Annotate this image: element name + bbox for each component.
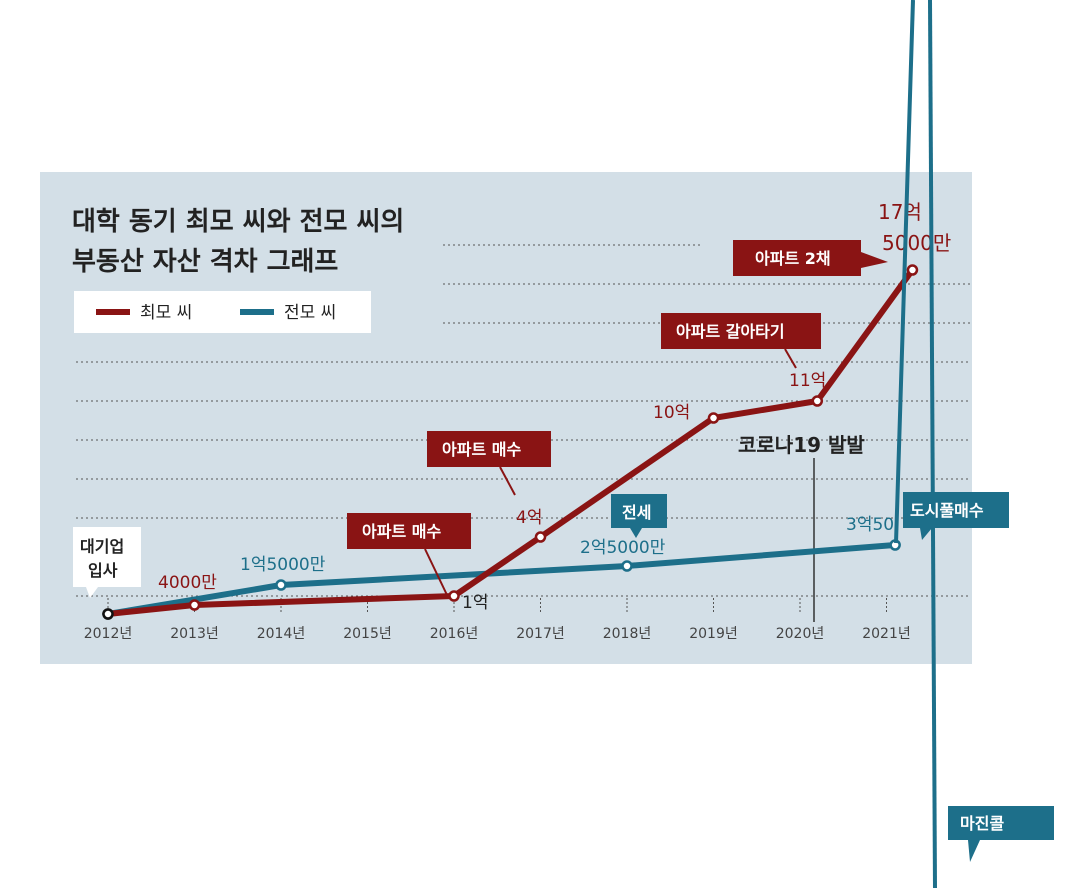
value-label-10eok: 10억 — [653, 403, 690, 423]
callout-buy1-tail — [424, 548, 448, 596]
x-tick-label: 2016년 — [430, 626, 479, 642]
callout-switch-label: 아파트 갈아타기 — [676, 322, 785, 341]
point-choi — [707, 412, 720, 424]
point-jeon — [275, 579, 287, 591]
legend-label-red: 최모 씨 — [140, 303, 192, 323]
blue-spike-line — [894, 0, 915, 544]
x-tick-label: 2017년 — [516, 626, 565, 642]
point-choi — [448, 590, 460, 602]
value-label-1eok5000: 1억5000만 — [240, 555, 326, 575]
callout-meme-box — [948, 806, 1054, 840]
point-choi — [102, 608, 114, 620]
callout-rent-label: 전세 — [622, 503, 651, 522]
x-axis: 2012년 2013년 2014년 2015년 2016년 2017년 2018년 2019년… — [84, 598, 911, 642]
callout-rent-tail — [630, 528, 642, 538]
callout-meme-tail — [968, 840, 980, 862]
callout-start-line1: 대기업 — [80, 537, 124, 556]
point-choi — [811, 395, 824, 407]
callout-two-tail — [861, 252, 888, 268]
x-tick-label: 2012년 — [84, 626, 133, 642]
callout-meme-label: 마진콜 — [960, 814, 1004, 833]
point-jeon — [621, 560, 633, 572]
x-tick-label: 2020년 — [776, 626, 825, 642]
point-choi — [534, 531, 547, 543]
x-tick-label: 2018년 — [603, 626, 652, 642]
callout-buy2-box — [427, 431, 551, 467]
callout-two-box — [733, 240, 861, 276]
value-label-2eok5000: 2억5000만 — [580, 538, 666, 558]
blue-vertical-line — [928, 0, 937, 888]
value-label-3eok50: 3억50 — [846, 515, 894, 535]
value-label-11eok: 11억 — [789, 371, 826, 391]
callout-rent-box — [611, 494, 667, 528]
chart-title-line1: 대학 동기 최모 씨와 전모 씨의 — [72, 207, 404, 237]
callout-panic-box — [903, 492, 1009, 528]
value-label-4eok: 4억 — [516, 508, 542, 528]
series-layer — [102, 264, 919, 620]
callout-start-box — [73, 527, 141, 587]
value-label-17eok-b: 5000만 — [882, 231, 951, 255]
callout-start-tail — [86, 587, 98, 598]
callout-start-line2: 입사 — [88, 561, 118, 580]
x-tick-label: 2013년 — [170, 626, 219, 642]
value-label-17eok-a: 17억 — [878, 200, 922, 224]
callout-panic-tail — [920, 528, 932, 540]
callout-switch-tail — [784, 348, 797, 369]
callout-panic-label: 도시풀매수 — [910, 501, 984, 520]
chart-title-line2: 부동산 자산 격차 그래프 — [72, 247, 338, 277]
callout-buy1-label: 아파트 매수 — [362, 522, 441, 541]
callout-two-label: 아파트 2채 — [755, 249, 831, 268]
callout-switch-box — [661, 313, 821, 349]
x-tick-label: 2015년 — [343, 626, 392, 642]
point-choi — [188, 599, 201, 611]
callout-buy2-label: 아파트 매수 — [442, 440, 521, 459]
x-tick-label: 2021년 — [862, 626, 911, 642]
legend-label-blue: 전모 씨 — [284, 303, 336, 323]
callout-buy2-tail — [499, 466, 516, 496]
callout-buy1-box — [347, 513, 471, 549]
value-label-4000: 4000만 — [158, 573, 217, 593]
x-tick-label: 2019년 — [689, 626, 738, 642]
covid-label: 코로나19 발발 — [738, 433, 865, 457]
point-choi — [906, 264, 919, 276]
x-tick-label: 2014년 — [257, 626, 306, 642]
value-label-1eok: 1억 — [462, 593, 488, 613]
